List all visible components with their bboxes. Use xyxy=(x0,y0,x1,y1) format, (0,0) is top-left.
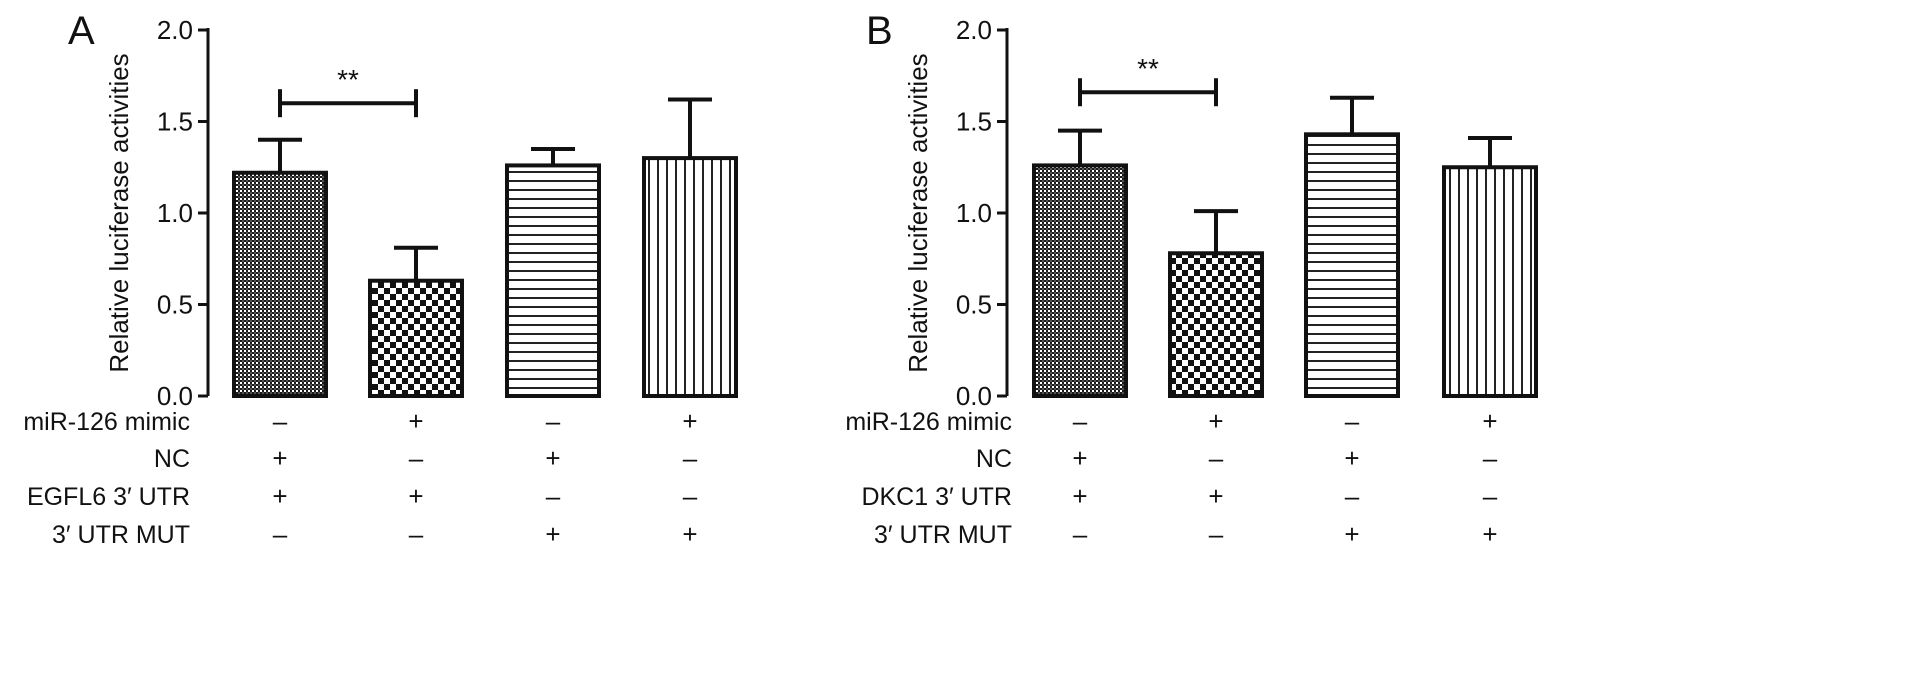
condition-symbol: + xyxy=(545,519,560,549)
condition-label: 3′ UTR MUT xyxy=(874,521,1012,549)
bar xyxy=(505,163,601,398)
condition-label: miR-126 mimic xyxy=(845,408,1012,436)
bar xyxy=(368,278,464,398)
bar xyxy=(232,170,328,398)
y-tick-label: 2.0 xyxy=(157,15,193,45)
condition-symbol: + xyxy=(272,481,287,511)
condition-symbol: + xyxy=(272,443,287,473)
significance-label: ** xyxy=(337,64,359,95)
condition-symbol: + xyxy=(1344,519,1359,549)
condition-symbol: + xyxy=(1208,481,1223,511)
y-tick-label: 0.0 xyxy=(956,381,992,411)
condition-label: 3′ UTR MUT xyxy=(52,521,190,549)
condition-symbol: + xyxy=(1072,481,1087,511)
condition-symbol: + xyxy=(682,406,697,436)
condition-symbol: – xyxy=(1345,406,1360,436)
condition-symbol: + xyxy=(1482,519,1497,549)
bar xyxy=(1168,251,1264,398)
y-axis-label: Relative luciferase activities xyxy=(104,53,134,372)
condition-symbol: + xyxy=(545,443,560,473)
condition-symbol: – xyxy=(1483,481,1498,511)
bar xyxy=(1442,165,1538,398)
condition-symbol: – xyxy=(409,443,424,473)
y-tick-label: 1.0 xyxy=(956,198,992,228)
condition-symbol: + xyxy=(682,519,697,549)
y-tick-label: 0.5 xyxy=(956,290,992,320)
condition-symbol: – xyxy=(1483,443,1498,473)
y-tick-label: 1.5 xyxy=(157,107,193,137)
condition-symbol: – xyxy=(409,519,424,549)
condition-label: NC xyxy=(154,445,190,473)
panel-label: A xyxy=(68,9,95,53)
y-tick-label: 1.5 xyxy=(956,107,992,137)
condition-symbol: – xyxy=(683,443,698,473)
condition-symbol: – xyxy=(683,481,698,511)
condition-label: miR-126 mimic xyxy=(23,408,190,436)
condition-symbol: – xyxy=(1073,406,1088,436)
bar xyxy=(1304,132,1400,398)
bar xyxy=(642,156,738,398)
condition-symbol: + xyxy=(1482,406,1497,436)
y-tick-label: 0.5 xyxy=(157,290,193,320)
condition-symbol: – xyxy=(1073,519,1088,549)
y-axis-label: Relative luciferase activities xyxy=(903,53,933,372)
chart-panel-b: B 0.0 0.5 1.0 1.5 2.0 Relative luciferase acti… xyxy=(845,9,1538,549)
y-tick-label: 0.0 xyxy=(157,381,193,411)
chart-panel-a: A 0.0 0.5 1.0 1.5 2.0 Relative luciferase acti… xyxy=(23,9,738,549)
y-tick-label: 1.0 xyxy=(157,198,193,228)
condition-label: EGFL6 3′ UTR xyxy=(27,483,190,511)
condition-label: DKC1 3′ UTR xyxy=(861,483,1012,511)
panel-label: B xyxy=(866,9,893,53)
condition-symbol: – xyxy=(1209,443,1224,473)
condition-symbol: – xyxy=(273,519,288,549)
condition-symbol: + xyxy=(1344,443,1359,473)
condition-symbol: + xyxy=(408,406,423,436)
y-tick-label: 2.0 xyxy=(956,15,992,45)
significance-label: ** xyxy=(1137,53,1159,84)
condition-symbol: – xyxy=(1345,481,1360,511)
condition-symbol: + xyxy=(1208,406,1223,436)
condition-symbol: – xyxy=(546,406,561,436)
condition-symbol: – xyxy=(273,406,288,436)
bar xyxy=(1032,163,1128,398)
condition-symbol: + xyxy=(1072,443,1087,473)
condition-symbol: – xyxy=(546,481,561,511)
condition-symbol: – xyxy=(1209,519,1224,549)
condition-label: NC xyxy=(976,445,1012,473)
condition-symbol: + xyxy=(408,481,423,511)
